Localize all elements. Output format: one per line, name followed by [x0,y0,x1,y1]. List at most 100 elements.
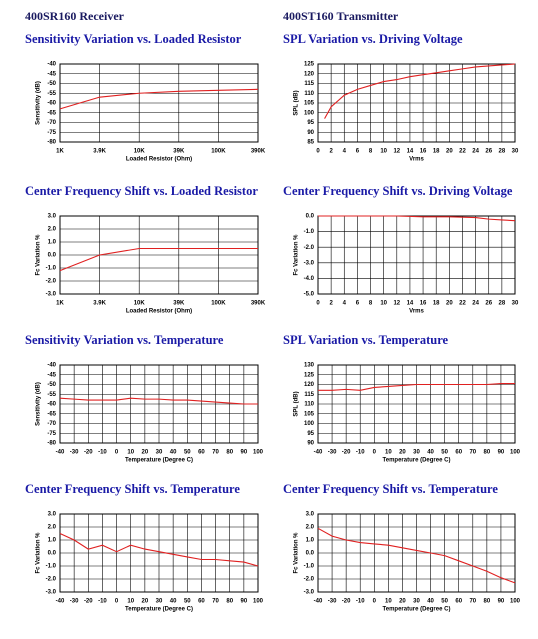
x-tick-label: 39K [173,149,185,155]
x-tick-label: 10 [385,599,392,605]
y-tick-label: 85 [307,140,314,146]
y-tick-label: -3.0 [46,292,57,298]
x-tick-label: 100K [211,149,226,155]
y-tick-label: -1.0 [304,229,315,235]
data-line [318,215,516,222]
y-tick-label: 105 [304,101,315,107]
y-tick-label: 90 [307,441,314,447]
x-tick-label: 14 [407,149,414,155]
x-tick-label: 390K [251,301,266,307]
y-axis-label: Fc Variation % [36,532,42,574]
y-tick-label: 0.0 [48,253,57,259]
chart-title: Center Frequency Shift vs. Driving Volta… [283,184,513,198]
y-axis-label: Fc Variation % [36,234,42,276]
plot-frame [317,364,516,444]
x-tick-label: 90 [241,599,248,605]
chart-title: SPL Variation vs. Temperature [283,333,449,347]
x-tick-label: 50 [441,599,448,605]
x-tick-label: 16 [420,149,427,155]
y-tick-label: -1.0 [304,564,315,570]
x-tick-label: 30 [156,450,163,456]
x-tick-label: 8 [369,301,373,307]
x-tick-label: 20 [142,450,149,456]
x-tick-label: 26 [485,149,492,155]
x-tick-label: 22 [459,149,466,155]
y-tick-label: -2.0 [46,279,57,285]
x-tick-label: 20 [446,301,453,307]
y-tick-label: -60 [47,101,56,107]
y-tick-label: -2.0 [46,577,57,583]
y-tick-label: 125 [304,62,315,68]
x-tick-label: 18 [433,301,440,307]
x-tick-label: 70 [212,599,219,605]
x-tick-label: 20 [446,149,453,155]
y-tick-label: 95 [307,120,314,126]
x-axis-label: Vrms [409,157,424,163]
x-tick-label: 14 [407,301,414,307]
x-tick-label: 39K [173,301,185,307]
y-tick-label: -40 [47,62,56,68]
x-tick-label: 60 [455,450,462,456]
y-tick-label: 2.0 [306,525,315,531]
data-line [59,88,259,110]
x-tick-label: 40 [427,450,434,456]
plot-frame [59,63,259,143]
y-tick-label: 125 [304,372,315,378]
x-tick-label: -40 [314,599,323,605]
plot-frame [317,513,516,593]
x-axis-label: Loaded Resistor (Ohm) [126,157,192,163]
y-tick-label: 3.0 [48,214,57,220]
x-tick-label: -40 [56,450,65,456]
x-tick-label: -20 [84,599,93,605]
x-tick-label: 0 [316,149,320,155]
x-tick-label: 100 [510,450,521,456]
x-tick-label: 10K [134,301,146,307]
y-axis-label: SPL (dB) [294,391,300,416]
x-tick-label: 60 [198,599,205,605]
x-tick-label: 90 [241,450,248,456]
chart-title: Sensitivity Variation vs. Temperature [25,333,224,347]
x-tick-label: 1K [56,149,64,155]
x-tick-label: 40 [170,450,177,456]
y-tick-label: 95 [307,431,314,437]
y-tick-label: -65 [47,110,56,116]
y-tick-label: 1.0 [48,240,57,246]
x-tick-label: 0 [373,599,377,605]
x-tick-label: 4 [343,149,347,155]
x-tick-label: 70 [212,450,219,456]
x-tick-label: 10 [380,149,387,155]
x-tick-label: 10 [127,450,134,456]
y-tick-label: -5.0 [304,292,315,298]
x-tick-label: 2 [329,301,333,307]
x-tick-label: 10 [385,450,392,456]
x-tick-label: -10 [356,450,365,456]
y-tick-label: 120 [304,71,315,77]
x-tick-label: -30 [328,599,337,605]
x-tick-label: 30 [413,599,420,605]
y-tick-label: -70 [47,120,56,126]
x-tick-label: 3.9K [93,301,106,307]
y-tick-label: -40 [47,363,56,369]
y-tick-label: -2.0 [304,245,315,251]
y-tick-label: 115 [304,392,314,398]
y-tick-label: 2.0 [48,525,57,531]
chart-title: Center Frequency Shift vs. Loaded Resist… [25,184,258,198]
x-tick-label: 10K [134,149,146,155]
data-line [59,247,258,272]
y-tick-label: 1.0 [306,538,315,544]
x-tick-label: -20 [342,450,351,456]
y-tick-label: 120 [304,382,315,388]
x-tick-label: 100 [510,599,521,605]
y-tick-label: -50 [47,382,56,388]
x-axis-label: Temperature (Degree C) [383,607,451,613]
heading: 400ST160 Transmitter [283,9,399,23]
y-tick-label: 3.0 [48,512,57,518]
x-tick-label: -40 [56,599,65,605]
y-tick-label: -3.0 [304,590,315,596]
x-tick-label: 50 [184,450,191,456]
x-tick-label: 0 [373,450,377,456]
x-tick-label: 70 [469,450,476,456]
x-tick-label: 30 [413,450,420,456]
x-tick-label: 40 [427,599,434,605]
